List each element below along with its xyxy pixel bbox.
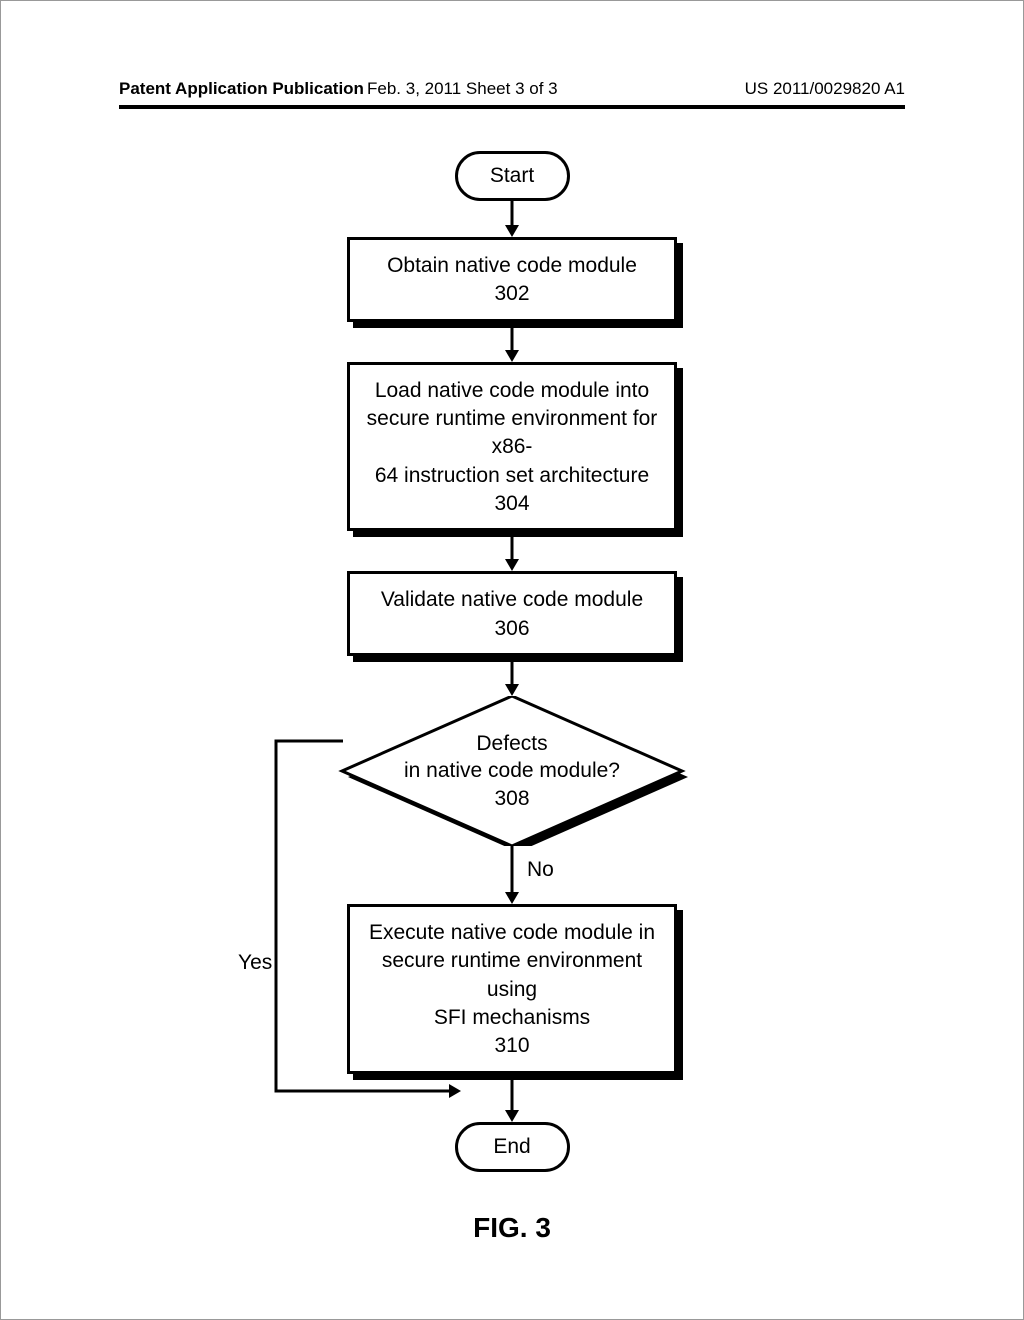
flowchart-start: Start (455, 151, 570, 201)
n308-ref: 308 (494, 785, 529, 812)
edge-label-no: No (527, 858, 554, 882)
arrow-308-310-no (502, 846, 522, 904)
page-header: Patent Application Publication Feb. 3, 2… (1, 79, 1023, 99)
flowchart-node-304: Load native code module into secure runt… (347, 362, 677, 532)
flowchart-node-306: Validate native code module 306 (347, 571, 677, 656)
flowchart-canvas: Start Obtain native code module 302 Load… (1, 151, 1023, 1319)
n310-l2: secure runtime environment using (360, 947, 664, 1004)
edge-label-yes: Yes (238, 951, 272, 975)
arrow-310-end (502, 1074, 522, 1122)
n304-l3: 64 instruction set architecture (360, 462, 664, 490)
header-rule (119, 105, 905, 109)
n306-text: Validate native code module (360, 586, 664, 614)
flowchart-node-302: Obtain native code module 302 (347, 237, 677, 322)
flowchart-node-310: Execute native code module in secure run… (347, 904, 677, 1074)
n308-l2: in native code module? (404, 757, 620, 784)
header-right: US 2011/0029820 A1 (745, 79, 905, 99)
n304-l2: secure runtime environment for x86- (360, 405, 664, 462)
n310-ref: 310 (360, 1032, 664, 1060)
n302-text: Obtain native code module (360, 252, 664, 280)
header-left: Patent Application Publication (119, 79, 364, 99)
arrow-start-302 (502, 201, 522, 237)
n302-ref: 302 (360, 280, 664, 308)
n310-l3: SFI mechanisms (360, 1004, 664, 1032)
flowchart-end: End (455, 1122, 570, 1172)
n308-l1: Defects (476, 730, 547, 757)
n304-ref: 304 (360, 490, 664, 518)
arrow-302-304 (502, 322, 522, 362)
page: Patent Application Publication Feb. 3, 2… (0, 0, 1024, 1320)
arrow-306-308 (502, 656, 522, 696)
figure-caption: FIG. 3 (1, 1212, 1023, 1244)
start-label: Start (490, 164, 534, 188)
n310-l1: Execute native code module in (360, 919, 664, 947)
header-mid: Feb. 3, 2011 Sheet 3 of 3 (367, 79, 558, 99)
flowchart-node-308: Defects in native code module? 308 (332, 696, 692, 846)
n304-l1: Load native code module into (360, 377, 664, 405)
arrow-304-306 (502, 531, 522, 571)
n306-ref: 306 (360, 615, 664, 643)
end-label: End (493, 1135, 530, 1159)
